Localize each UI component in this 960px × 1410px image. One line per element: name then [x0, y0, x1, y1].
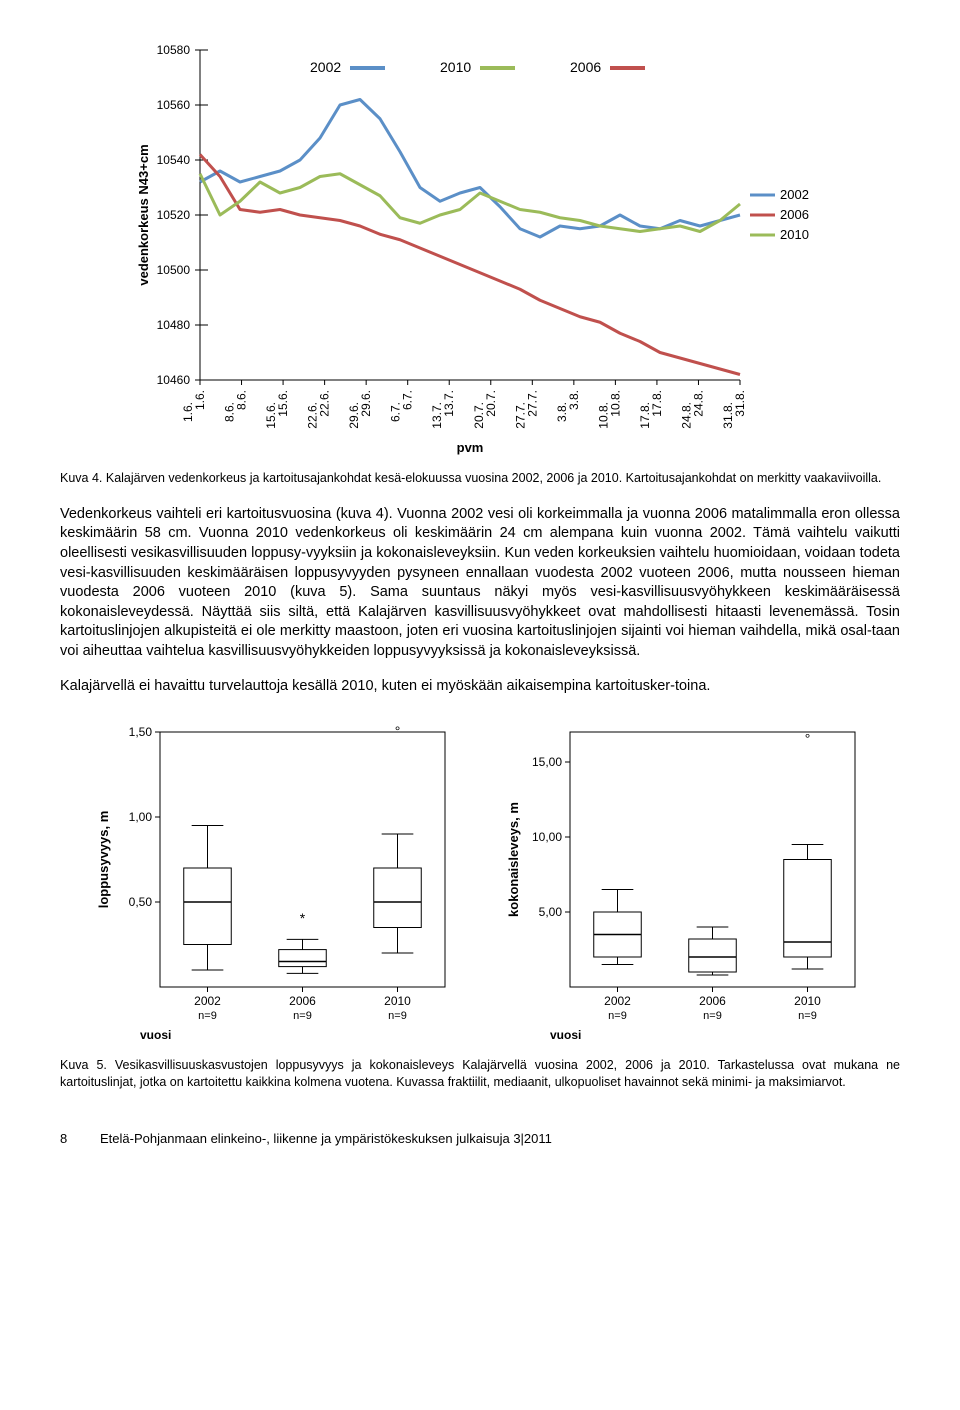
- svg-text:2006: 2006: [780, 207, 809, 222]
- svg-text:10460: 10460: [157, 373, 191, 387]
- svg-text:10,00: 10,00: [532, 830, 562, 844]
- boxplot-row: 0,50 1,00 1,50 loppusyvyys, m vuosi 2002 n=9 * 2…: [60, 717, 900, 1047]
- svg-text:10.8.: 10.8.: [608, 390, 622, 417]
- svg-text:20.7.: 20.7.: [484, 390, 498, 417]
- svg-text:29.6.: 29.6.: [359, 390, 373, 417]
- svg-text:15,00: 15,00: [532, 755, 562, 769]
- page-footer: 8 Etelä-Pohjanmaan elinkeino-, liikenne …: [60, 1131, 900, 1146]
- svg-text:8.6.: 8.6.: [235, 390, 249, 410]
- svg-text:2002: 2002: [780, 187, 809, 202]
- svg-text:2006: 2006: [699, 994, 726, 1008]
- svg-text:pvm: pvm: [457, 440, 484, 455]
- svg-text:*: *: [300, 910, 306, 926]
- svg-text:0,50: 0,50: [129, 895, 153, 909]
- svg-text:13.7.: 13.7.: [442, 390, 456, 417]
- paragraph-1: Vedenkorkeus vaihteli eri kartoitusvuosi…: [60, 505, 900, 662]
- svg-text:5,00: 5,00: [539, 905, 563, 919]
- svg-text:10500: 10500: [157, 263, 191, 277]
- boxplot-right: 5,00 10,00 15,00 kokonaisleveys, m vuosi 2002…: [500, 717, 870, 1047]
- svg-text:24.8.: 24.8.: [691, 390, 705, 417]
- svg-text:2010: 2010: [440, 59, 471, 75]
- svg-text:°: °: [395, 723, 401, 739]
- svg-text:1,00: 1,00: [129, 810, 153, 824]
- svg-text:15.6.: 15.6.: [276, 390, 290, 417]
- svg-text:10520: 10520: [157, 208, 191, 222]
- svg-text:10540: 10540: [157, 153, 191, 167]
- svg-text:n=9: n=9: [608, 1010, 627, 1022]
- svg-text:3.8.: 3.8.: [567, 390, 581, 410]
- svg-text:n=9: n=9: [703, 1010, 722, 1022]
- boxplot-left: 0,50 1,00 1,50 loppusyvyys, m vuosi 2002 n=9 * 2…: [90, 717, 460, 1047]
- svg-text:2002: 2002: [310, 59, 341, 75]
- paragraph-2: Kalajärvellä ei havaittu turvelauttoja k…: [60, 677, 900, 697]
- page-number: 8: [60, 1131, 80, 1146]
- svg-text:31.8.: 31.8.: [733, 390, 747, 417]
- svg-text:°: °: [805, 730, 811, 746]
- svg-text:kokonaisleveys, m: kokonaisleveys, m: [506, 802, 521, 917]
- svg-text:2006: 2006: [570, 59, 601, 75]
- svg-text:10480: 10480: [157, 318, 191, 332]
- svg-text:vuosi: vuosi: [550, 1028, 581, 1042]
- svg-text:vuosi: vuosi: [140, 1028, 171, 1042]
- svg-text:10560: 10560: [157, 98, 191, 112]
- svg-text:n=9: n=9: [198, 1010, 217, 1022]
- figure4-caption: Kuva 4. Kalajärven vedenkorkeus ja karto…: [60, 470, 900, 487]
- footer-text: Etelä-Pohjanmaan elinkeino-, liikenne ja…: [100, 1131, 552, 1146]
- svg-text:2002: 2002: [194, 994, 221, 1008]
- figure5-caption: Kuva 5. Vesikasvillisuuskasvustojen lopp…: [60, 1057, 900, 1091]
- svg-text:2006: 2006: [289, 994, 316, 1008]
- svg-text:n=9: n=9: [388, 1010, 407, 1022]
- svg-text:27.7.: 27.7.: [525, 390, 539, 417]
- svg-text:2010: 2010: [384, 994, 411, 1008]
- svg-text:22.6.: 22.6.: [318, 390, 332, 417]
- svg-text:2010: 2010: [794, 994, 821, 1008]
- svg-text:1.6.: 1.6.: [193, 390, 207, 410]
- svg-text:2002: 2002: [604, 994, 631, 1008]
- svg-text:10580: 10580: [157, 43, 191, 57]
- svg-text:2010: 2010: [780, 227, 809, 242]
- svg-text:loppusyvyys, m: loppusyvyys, m: [96, 811, 111, 909]
- svg-text:1,50: 1,50: [129, 725, 153, 739]
- svg-text:17.8.: 17.8.: [650, 390, 664, 417]
- svg-text:vedenkorkeus N43+cm: vedenkorkeus N43+cm: [136, 144, 151, 285]
- svg-text:n=9: n=9: [798, 1010, 817, 1022]
- line-chart: 10460 10480 10500 10520 10540 10560 10580 1.6. 8…: [130, 40, 830, 460]
- svg-text:n=9: n=9: [293, 1010, 312, 1022]
- svg-text:6.7.: 6.7.: [401, 390, 415, 410]
